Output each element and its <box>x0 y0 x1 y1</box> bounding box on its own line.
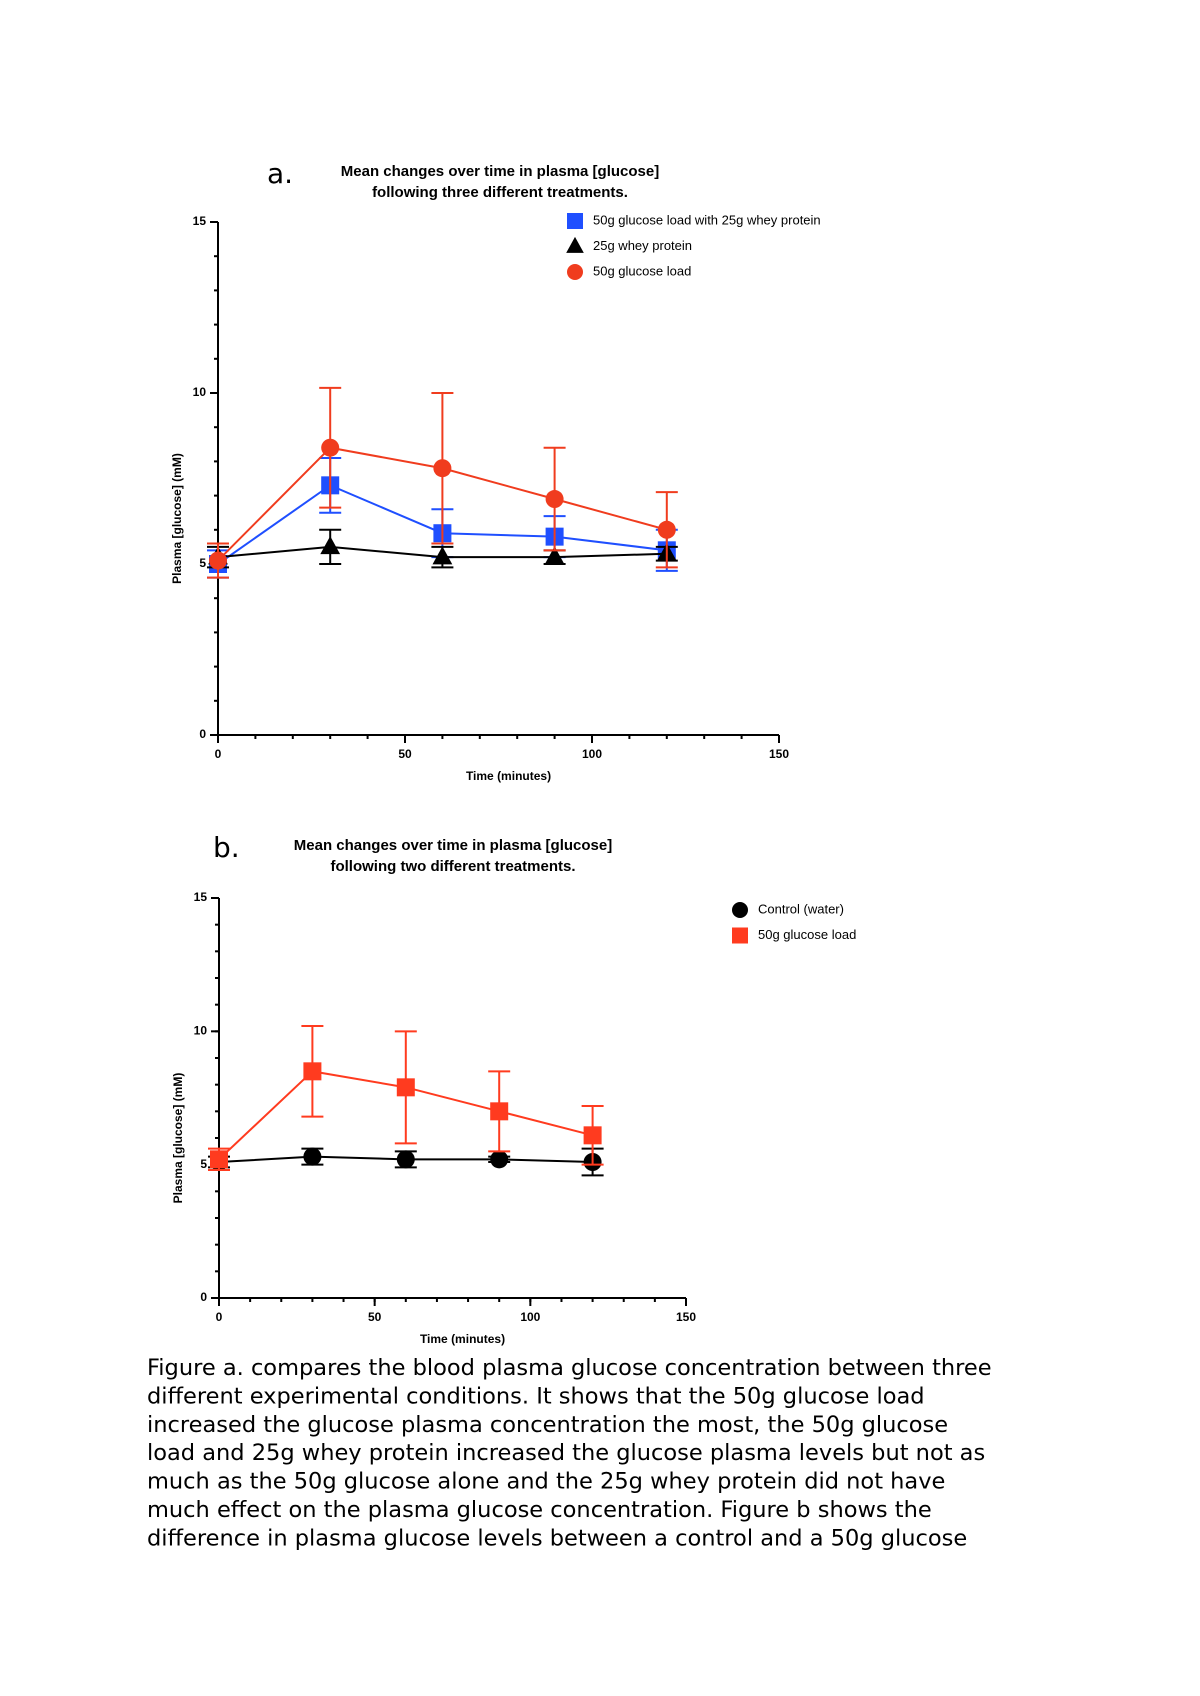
x-tick-label: 50 <box>398 747 412 761</box>
data-point <box>583 1126 602 1145</box>
data-point <box>490 1102 509 1121</box>
legend-marker <box>567 213 583 229</box>
chart-title: Mean changes over time in plasma [glucos… <box>294 837 612 854</box>
panel-label: a. <box>267 157 293 190</box>
y-axis-label: Plasma [glucose] (mM) <box>170 453 184 584</box>
caption-line: much effect on the plasma glucose concen… <box>147 1497 932 1523</box>
y-tick-label: 5 <box>199 556 206 570</box>
y-tick-label: 15 <box>193 214 207 228</box>
x-axis-label: Time (minutes) <box>420 1332 505 1346</box>
data-point <box>432 546 453 565</box>
y-tick-label: 5 <box>200 1157 207 1171</box>
caption-line: Figure a. compares the blood plasma gluc… <box>147 1355 992 1381</box>
caption-line: increased the glucose plasma concentrati… <box>147 1412 948 1438</box>
legend-marker <box>567 264 583 280</box>
data-point <box>320 536 341 555</box>
chart-title: following two different treatments. <box>330 858 575 875</box>
legend-label: 50g glucose load <box>758 927 856 942</box>
y-tick-label: 10 <box>194 1024 208 1038</box>
x-tick-label: 0 <box>216 1310 223 1324</box>
caption-line: difference in plasma glucose levels betw… <box>147 1525 967 1551</box>
x-tick-label: 100 <box>520 1310 540 1324</box>
legend-marker <box>566 236 584 253</box>
x-tick-label: 150 <box>769 747 789 761</box>
chart-title: Mean changes over time in plasma [glucos… <box>341 163 659 180</box>
data-point <box>321 438 340 457</box>
x-tick-label: 0 <box>215 747 222 761</box>
data-point <box>433 459 452 478</box>
data-point <box>210 1150 228 1169</box>
data-point <box>657 520 676 539</box>
legend-label: 25g whey protein <box>593 238 692 253</box>
caption-line: different experimental conditions. It sh… <box>147 1383 925 1409</box>
x-axis-label: Time (minutes) <box>466 769 551 783</box>
legend-label: Control (water) <box>758 901 844 916</box>
data-point <box>303 1062 322 1081</box>
y-axis-label: Plasma [glucose] (mM) <box>171 1073 185 1204</box>
x-tick-label: 50 <box>368 1310 382 1324</box>
chart-title: following three different treatments. <box>372 184 628 201</box>
panel-label: b. <box>213 831 240 864</box>
data-point <box>544 546 565 565</box>
legend-marker <box>732 902 748 918</box>
legend-label: 50g glucose load <box>593 263 691 278</box>
caption-line: much as the 50g glucose alone and the 25… <box>147 1469 945 1495</box>
data-point <box>396 1150 415 1169</box>
data-point <box>545 490 564 509</box>
caption-line: load and 25g whey protein increased the … <box>147 1440 985 1466</box>
legend-label: 50g glucose load with 25g whey protein <box>593 212 821 227</box>
legend-marker <box>732 927 748 944</box>
y-tick-label: 10 <box>193 385 207 399</box>
data-point <box>303 1147 322 1166</box>
y-tick-label: 0 <box>200 1290 207 1304</box>
x-tick-label: 100 <box>582 747 602 761</box>
y-tick-label: 0 <box>199 727 206 741</box>
data-point <box>209 551 227 570</box>
y-tick-label: 15 <box>194 890 208 904</box>
data-point <box>396 1078 415 1097</box>
x-tick-label: 150 <box>676 1310 696 1324</box>
data-point <box>490 1150 509 1169</box>
